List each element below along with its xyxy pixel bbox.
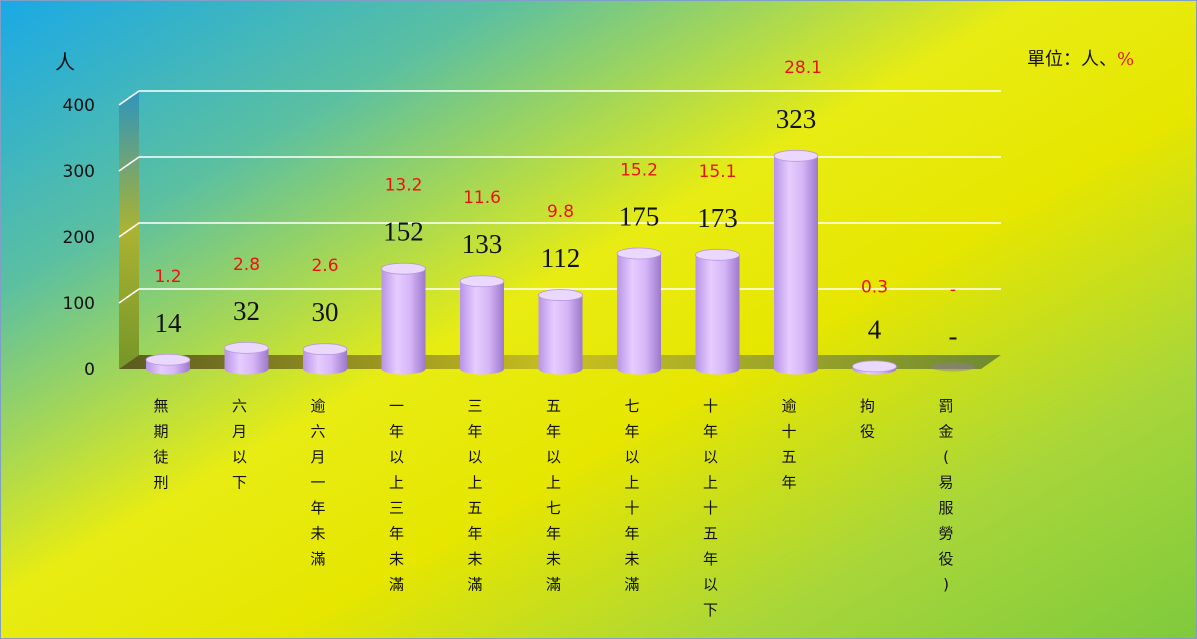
- bar: [538, 289, 583, 375]
- percent-label: -: [950, 280, 956, 300]
- bar: [224, 341, 269, 375]
- bar-top: [695, 248, 740, 261]
- bar-top: [538, 289, 583, 301]
- bar-body: [303, 349, 347, 375]
- value-label: 173: [697, 203, 738, 233]
- bar: [381, 262, 426, 375]
- percent-label: 9.8: [547, 202, 574, 222]
- percent-label: 11.6: [463, 188, 501, 208]
- bar: [931, 362, 975, 372]
- bar: [616, 247, 662, 375]
- bar-top: [616, 247, 662, 260]
- bar-top: [852, 360, 897, 373]
- bar-top: [381, 262, 426, 275]
- percent-label: 2.8: [233, 255, 260, 275]
- unit-note-text: 單位：人、: [1027, 49, 1117, 70]
- bar: [459, 275, 505, 375]
- x-tick-label: 十年以上十五年以下: [703, 397, 718, 619]
- bar-top: [302, 343, 348, 356]
- x-tick-label: 五年以上七年未滿: [546, 397, 561, 594]
- percent-label: 0.3: [861, 277, 888, 297]
- bar: [773, 149, 819, 375]
- gridline: [118, 90, 1001, 106]
- bar-top: [145, 353, 191, 366]
- bar-body: [774, 155, 818, 375]
- y-tick-label: 200: [63, 228, 95, 248]
- bar-body: [146, 359, 190, 375]
- y-tick-label: 0: [84, 360, 95, 380]
- bar: [852, 360, 897, 375]
- bar: [145, 353, 191, 375]
- bar: [695, 248, 740, 375]
- value-label: 14: [155, 308, 183, 338]
- bar-base: [931, 362, 975, 372]
- y-axis-unit-label: 人: [55, 50, 75, 74]
- percent-label: 13.2: [385, 176, 423, 196]
- bar-body: [381, 268, 426, 375]
- x-tick-label: 拘役: [860, 397, 875, 441]
- value-label: 323: [776, 104, 817, 134]
- x-tick-label: 七年以上十年未滿: [624, 397, 639, 594]
- value-label: 133: [462, 229, 503, 259]
- y-tick-label: 400: [63, 96, 95, 116]
- x-tick-label: 一年以上三年未滿: [389, 397, 404, 594]
- gridline: [118, 156, 1001, 172]
- value-label: 32: [233, 296, 260, 326]
- value-label: 30: [312, 297, 339, 327]
- bar-top: [773, 149, 819, 162]
- bar-body: [617, 253, 661, 375]
- bar-body: [695, 254, 740, 375]
- bar-top: [459, 275, 505, 288]
- value-label: 4: [868, 314, 882, 344]
- bar-body: [852, 366, 897, 375]
- y-tick-label: 300: [63, 162, 95, 182]
- value-label: 152: [383, 217, 424, 247]
- percent-label: 15.1: [699, 162, 737, 182]
- bar-body: [538, 295, 583, 375]
- x-tick-label: 逾六月一年未滿: [310, 397, 325, 568]
- unit-note-percent: %: [1117, 49, 1134, 70]
- x-tick-label: 無期徒刑: [153, 397, 168, 492]
- y-tick-label: 100: [63, 294, 95, 314]
- percent-label: 15.2: [620, 161, 658, 181]
- bar-body: [224, 347, 269, 375]
- percent-label-top: 28.1: [784, 58, 822, 78]
- bar-top: [224, 341, 269, 354]
- bar: [302, 343, 348, 375]
- percent-label: 2.6: [311, 256, 338, 276]
- x-tick-label: 三年以上五年未滿: [467, 397, 482, 594]
- x-tick-label: 六月以下: [232, 397, 247, 492]
- value-label: 175: [619, 202, 660, 232]
- x-tick-label: 逾十五年: [781, 397, 796, 492]
- percent-label: 1.2: [154, 267, 181, 287]
- gridline: [118, 222, 1001, 238]
- value-label: 112: [541, 243, 581, 273]
- x-tick-label: 罰金(易服勞役): [938, 397, 953, 594]
- value-label: -: [949, 321, 958, 351]
- unit-note: 單位：人、%: [1027, 49, 1134, 70]
- bar-body: [460, 281, 505, 375]
